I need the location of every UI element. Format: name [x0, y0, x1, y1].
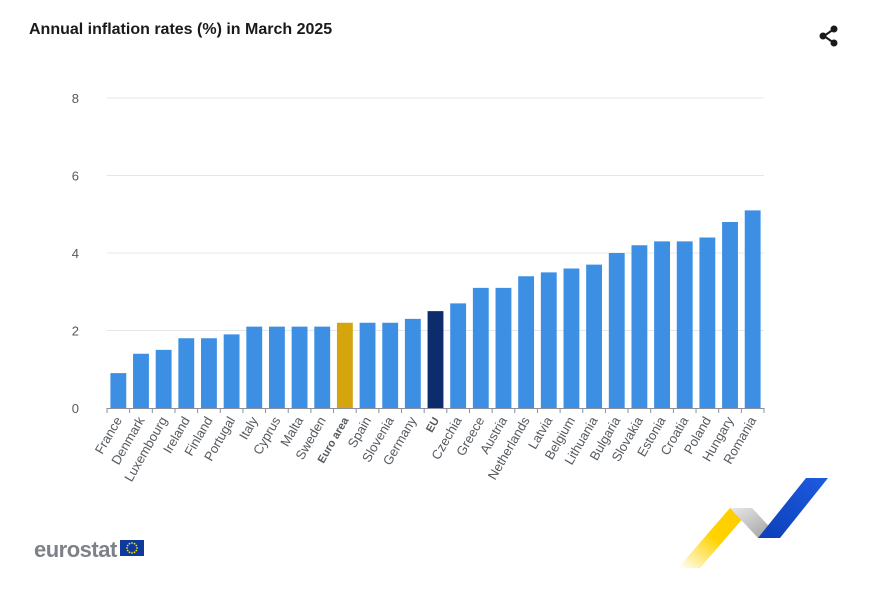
- eu-flag-icon: [119, 539, 144, 561]
- bar: [155, 349, 172, 408]
- flag-star: [128, 542, 131, 545]
- bar: [314, 326, 331, 408]
- bar: [744, 210, 761, 408]
- chart-title: Annual inflation rates (%) in March 2025: [29, 21, 333, 38]
- flag-star: [133, 542, 136, 545]
- bar: [495, 287, 512, 408]
- bar: [201, 338, 217, 408]
- bar: [518, 276, 535, 408]
- bar: [654, 241, 670, 408]
- bar: [608, 253, 625, 408]
- bar: [427, 311, 444, 408]
- bar: [246, 326, 263, 408]
- bar: [540, 272, 557, 408]
- y-tick-label: 6: [72, 169, 79, 184]
- flag-star: [128, 550, 131, 553]
- bar: [291, 326, 308, 408]
- flag-star: [135, 549, 138, 551]
- bar: [268, 326, 285, 408]
- flag-star: [125, 546, 128, 549]
- flag-star: [126, 544, 129, 546]
- bar: [404, 318, 421, 408]
- flag-star: [135, 546, 138, 549]
- logo-text: eurostat: [34, 537, 117, 562]
- bar: [178, 338, 195, 408]
- bar: [450, 303, 467, 408]
- flag-star: [126, 549, 129, 551]
- bar: [699, 237, 716, 408]
- bar: [110, 373, 127, 408]
- y-tick-label: 0: [72, 401, 79, 416]
- bar: [359, 322, 376, 408]
- y-tick-label: 4: [72, 246, 79, 261]
- bar: [382, 322, 399, 408]
- flag-star: [133, 550, 136, 553]
- bar: [133, 353, 149, 408]
- bar: [336, 322, 353, 408]
- y-tick-label: 8: [72, 91, 79, 106]
- flag-star: [135, 544, 138, 546]
- flag-star: [130, 551, 133, 554]
- flag-star: [130, 541, 133, 544]
- bar: [472, 287, 489, 408]
- share-icon[interactable]: [814, 21, 844, 51]
- bar: [223, 334, 240, 408]
- y-tick-label: 2: [72, 324, 79, 339]
- bar: [722, 222, 738, 408]
- bar: [676, 241, 693, 408]
- bar: [563, 268, 580, 408]
- bar: [586, 264, 603, 408]
- bar: [631, 245, 648, 408]
- x-tick-label: EU: [424, 415, 442, 434]
- eurostat-logo: eurostat: [34, 537, 144, 563]
- decorative-ribbon: [670, 470, 840, 585]
